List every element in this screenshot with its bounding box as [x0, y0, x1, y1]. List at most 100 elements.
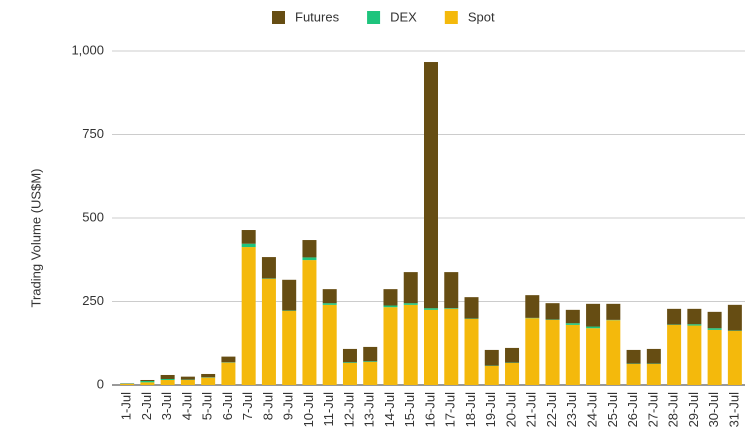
bar-segment [342, 348, 357, 363]
x-tick-label: 5-Jul [200, 392, 215, 420]
x-tick-label: 24-Jul [585, 392, 600, 428]
x-tick-label: 21-Jul [524, 392, 539, 428]
x-tick-label: 31-Jul [726, 392, 741, 428]
bar-segment [201, 373, 216, 378]
y-tick-label: 0 [97, 376, 104, 391]
x-tick-label: 12-Jul [341, 392, 356, 428]
bar-segment [403, 272, 418, 304]
bar-segment [727, 330, 742, 385]
bar-segment [565, 324, 580, 385]
bar-segment [120, 383, 135, 385]
x-tick-label: 4-Jul [179, 392, 194, 420]
bar-segment [403, 303, 418, 305]
bar-segment [342, 362, 357, 385]
bar-segment [707, 328, 722, 330]
bar-segment [241, 243, 256, 248]
bar-segment [302, 257, 317, 261]
x-tick-label: 15-Jul [402, 392, 417, 428]
x-tick-label: 9-Jul [281, 392, 296, 420]
bar-segment [201, 377, 216, 385]
x-tick-label: 3-Jul [159, 392, 174, 420]
x-tick-label: 20-Jul [503, 392, 518, 428]
x-tick-label: 28-Jul [666, 392, 681, 428]
bar-segment [646, 348, 661, 364]
bar-segment [687, 324, 702, 326]
bar-segment [606, 320, 621, 385]
x-tick-label: 10-Jul [301, 392, 316, 428]
bar-segment [282, 310, 297, 385]
bar-segment [444, 308, 459, 309]
bar-segment [383, 305, 398, 308]
bar-segment [322, 304, 337, 385]
legend-label: Spot [468, 9, 495, 24]
bar-segment [646, 363, 661, 385]
bar-segment [687, 308, 702, 325]
bar-segment [302, 260, 317, 385]
bar-segment [707, 311, 722, 329]
bar-segment [565, 309, 580, 324]
bar-segment [626, 349, 641, 364]
bar-segment [221, 362, 236, 385]
bar-segment [383, 289, 398, 306]
bar-segment [140, 382, 155, 385]
x-tick-label: 30-Jul [706, 392, 721, 428]
bar-segment [363, 346, 378, 362]
bar-segment [727, 304, 742, 331]
x-tick-label: 2-Jul [139, 392, 154, 420]
x-tick-label: 22-Jul [544, 392, 559, 428]
x-tick-label: 6-Jul [220, 392, 235, 420]
bar-segment [464, 297, 479, 319]
bar-segment [363, 361, 378, 385]
bar-segment [160, 374, 175, 379]
legend-label: DEX [390, 9, 417, 24]
bar-segment [221, 356, 236, 363]
y-tick-label: 750 [82, 126, 104, 141]
bar-segment [525, 295, 540, 318]
legend-swatch [367, 11, 381, 24]
x-tick-label: 18-Jul [463, 392, 478, 428]
bar-segment [484, 349, 499, 366]
legend-swatch [444, 11, 458, 24]
bar-segment [140, 380, 155, 383]
y-tick-label: 1,000 [71, 42, 104, 57]
x-tick-label: 13-Jul [362, 392, 377, 428]
bar-segment [586, 326, 601, 329]
x-tick-label: 26-Jul [625, 392, 640, 428]
bar-segment [565, 323, 580, 325]
bar-segment [586, 328, 601, 385]
x-tick-label: 25-Jul [605, 392, 620, 428]
bar-segment [424, 309, 438, 385]
bar-segment [261, 257, 276, 279]
x-tick-label: 1-Jul [119, 392, 134, 420]
bar-segment [160, 379, 175, 385]
bar-segment [667, 324, 682, 385]
bar-segment [626, 363, 641, 385]
x-tick-label: 14-Jul [382, 392, 397, 428]
legend-label: Futures [295, 9, 340, 24]
y-axis-title: Trading Volume (US$M) [28, 169, 43, 308]
bar-segment [667, 308, 682, 325]
bar-segment [322, 289, 337, 304]
bar-segment [363, 361, 378, 362]
bar-segment [140, 379, 155, 381]
bar-segment [505, 347, 520, 363]
x-tick-label: 8-Jul [260, 392, 275, 420]
y-tick-label: 250 [82, 293, 104, 308]
bar-segment [545, 303, 560, 320]
bar-segment [160, 378, 175, 380]
bar-segment [444, 308, 459, 385]
bar-segment [241, 230, 256, 244]
x-tick-label: 19-Jul [483, 392, 498, 428]
bar-segment [383, 307, 398, 385]
x-tick-label: 16-Jul [422, 392, 437, 428]
bar-segment [322, 303, 337, 305]
x-tick-label: 17-Jul [443, 392, 458, 428]
bar-segment [484, 365, 499, 385]
bar-segment [424, 308, 438, 310]
legend-swatch [272, 11, 285, 24]
bar-segment [424, 62, 438, 309]
x-tick-label: 27-Jul [645, 392, 660, 428]
bar-segment [545, 319, 560, 385]
bar-segment [687, 325, 702, 385]
bar-segment [707, 329, 722, 385]
